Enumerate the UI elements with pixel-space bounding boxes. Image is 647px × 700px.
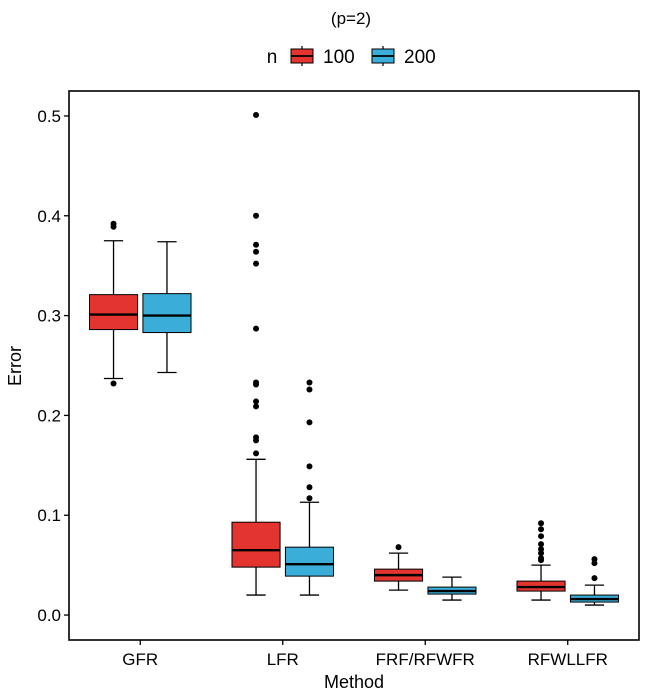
outlier-point [538,557,545,564]
box-series [88,111,620,606]
y-tick-label: 0.2 [37,406,61,425]
box-group [569,556,620,606]
box-group [231,111,281,596]
y-tick-label: 0.3 [37,307,61,326]
outlier-point [306,484,313,491]
outlier-point [538,533,545,540]
box-iqr [142,293,192,334]
x-tick-label: RFWLLFR [528,650,608,669]
outlier-point [538,550,545,557]
y-axis: 0.0 0.1 0.2 0.3 0.4 0.5 [37,107,69,625]
outlier-point [538,526,545,533]
outlier-point [253,111,260,118]
outlier-point [253,450,260,457]
box-group [284,379,335,596]
x-axis: GFR LFR FRF/RFWFR RFWLLFR [122,640,608,669]
legend-item: 100 [290,46,355,68]
outlier-point [253,260,260,267]
chart-title: (p=2) [331,9,371,28]
box-group [373,544,424,591]
box-group [427,576,477,601]
outlier-point [306,379,313,386]
outlier-point [253,212,260,219]
plot-panel [68,90,640,641]
x-tick-label: FRF/RFWFR [376,650,475,669]
y-tick-label: 0.4 [37,207,61,226]
legend-item: 200 [371,46,436,68]
x-tick-label: GFR [122,650,158,669]
outlier-point [395,544,402,551]
box-iqr [88,294,139,331]
y-tick-label: 0.5 [37,107,61,126]
outlier-point [306,495,313,502]
legend-title: n [267,47,278,68]
box-group [88,220,139,387]
outlier-point [253,398,260,405]
box-group [142,241,192,374]
outlier-point [306,419,313,426]
x-axis-title: Method [324,672,384,692]
box-iqr [231,521,281,568]
x-tick-label: LFR [267,650,299,669]
outlier-point [591,560,598,567]
outlier-point [253,403,260,410]
outlier-point [306,463,313,470]
y-tick-label: 0.0 [37,606,61,625]
outlier-point [253,437,260,444]
outlier-point [306,386,313,393]
outlier-point [591,575,598,582]
outlier-point [253,241,260,248]
outlier-point [538,541,545,548]
legend-label: 100 [323,47,355,68]
legend-label: 200 [404,47,436,68]
outlier-point [253,325,260,332]
outlier-point [253,248,260,255]
y-tick-label: 0.1 [37,506,61,525]
legend-items: 100 200 [290,46,436,68]
box-group [516,520,566,601]
outlier-point [110,380,117,387]
legend: n 100 200 [267,46,436,68]
box-iqr [284,546,335,577]
outlier-point [110,223,117,230]
outlier-point [538,520,545,527]
outlier-point [253,381,260,388]
y-axis-title: Error [5,346,25,386]
